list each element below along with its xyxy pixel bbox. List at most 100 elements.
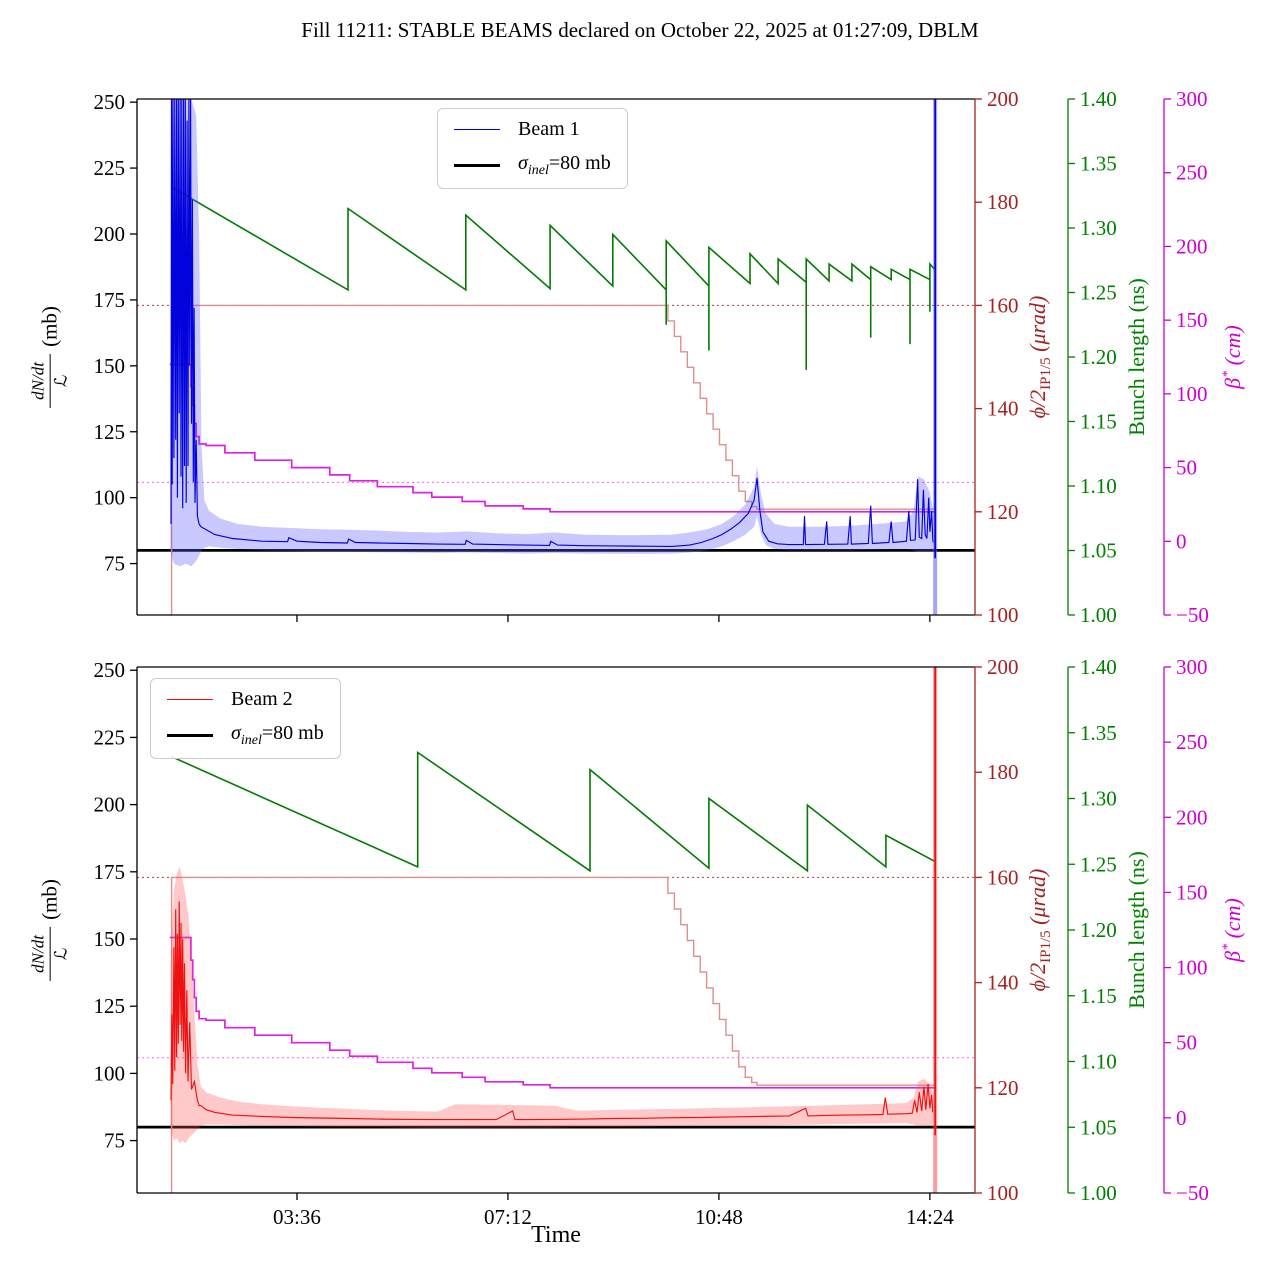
- legend-label: σinel=80 mb: [518, 152, 611, 178]
- tick-label: 1.00: [1080, 603, 1117, 627]
- phi-crossing-angle-steps: [169, 876, 936, 1193]
- sigma-line-sample: [167, 734, 213, 737]
- legend-label: Beam 2: [231, 688, 293, 710]
- legend-entry-beam1: Beam 1: [454, 118, 611, 141]
- tick-label: 50: [1176, 1031, 1197, 1055]
- tick-label: 1.40: [1080, 655, 1117, 679]
- tick-label: 120: [987, 500, 1019, 524]
- y-axis-label-bunch-bottom: Bunch length (ns): [1124, 851, 1149, 1009]
- tick-label: 250: [94, 90, 126, 114]
- y-axis-label-dndt-bottom: dN/dt ℒ (mb): [29, 879, 71, 981]
- tick-label: 300: [1176, 655, 1208, 679]
- tick-label: 0: [1176, 1106, 1187, 1130]
- tick-label: 75: [104, 1129, 125, 1153]
- dndt-fraction: dN/dt ℒ: [29, 926, 71, 981]
- tick-label: −50: [1176, 1181, 1209, 1205]
- legend-entry-beam2: Beam 2: [167, 688, 324, 711]
- tick-label: 1.25: [1080, 852, 1117, 876]
- plot-area-bottom: [137, 667, 975, 1193]
- tick-label: 14:24: [906, 1205, 954, 1229]
- tick-label: 50: [1176, 456, 1197, 480]
- tick-label: 250: [1176, 161, 1208, 185]
- legend-label: Beam 1: [518, 118, 580, 140]
- tick-label: 225: [94, 156, 126, 180]
- tick-label: 125: [94, 420, 126, 444]
- tick-label: 100: [1176, 382, 1208, 406]
- tick-label: 1.05: [1080, 539, 1117, 563]
- tick-label: 1.25: [1080, 281, 1117, 305]
- tick-label: −50: [1176, 603, 1209, 627]
- beam-line: [170, 99, 934, 547]
- tick-label: 250: [1176, 730, 1208, 754]
- y-axis-label-beta-top: β* (cm): [1220, 325, 1245, 389]
- tick-label: 100: [94, 1061, 126, 1085]
- x-axis-label: Time: [531, 1222, 581, 1248]
- tick-label: 100: [987, 1181, 1019, 1205]
- plot-area-top: [137, 99, 975, 615]
- tick-label: 1.30: [1080, 787, 1117, 811]
- figure-title: Fill 11211: STABLE BEAMS declared on Oct…: [301, 18, 979, 42]
- tick-label: 300: [1176, 87, 1208, 111]
- tick-label: 200: [1176, 234, 1208, 258]
- tick-label: 175: [94, 860, 126, 884]
- sigma-line-sample: [454, 164, 500, 167]
- tick-label: 100: [1176, 956, 1208, 980]
- y-axis-label-bunch-top: Bunch length (ns): [1124, 278, 1149, 436]
- beam1-line-sample: [454, 129, 500, 130]
- tick-label: 175: [94, 288, 126, 312]
- beam-line: [170, 901, 934, 1121]
- phi-crossing-angle-steps: [169, 304, 936, 615]
- y-axis-label-phi-bottom: ϕ/2IP1/5 (μrad): [1024, 868, 1055, 992]
- tick-label: 0: [1176, 529, 1187, 553]
- y-axis-label-dndt-top: dN/dt ℒ (mb): [29, 306, 71, 408]
- fraction-bar: [49, 353, 51, 408]
- tick-label: 200: [94, 222, 126, 246]
- tick-label: 140: [987, 397, 1019, 421]
- tick-label: 1.30: [1080, 216, 1117, 240]
- tick-label: 120: [987, 1076, 1019, 1100]
- tick-label: 1.20: [1080, 918, 1117, 942]
- beta-star-steps: [169, 363, 936, 513]
- bunch-length-sawtooth: [170, 186, 936, 370]
- tick-label: 1.00: [1080, 1181, 1117, 1205]
- tick-label: 1.10: [1080, 1050, 1117, 1074]
- tick-label: 1.10: [1080, 474, 1117, 498]
- tick-label: 03:36: [273, 1205, 321, 1229]
- tick-label: 200: [987, 87, 1019, 111]
- tick-label: 160: [987, 865, 1019, 889]
- tick-label: 160: [987, 293, 1019, 317]
- tick-label: 200: [987, 655, 1019, 679]
- tick-label: 100: [94, 486, 126, 510]
- tick-label: 10:48: [695, 1205, 743, 1229]
- tick-label: 200: [1176, 805, 1208, 829]
- tick-label: 100: [987, 603, 1019, 627]
- tick-label: 140: [987, 971, 1019, 995]
- tick-label: 200: [94, 793, 126, 817]
- legend-entry-sigma: σinel=80 mb: [167, 722, 324, 749]
- tick-label: 1.20: [1080, 345, 1117, 369]
- tick-label: 225: [94, 725, 126, 749]
- tick-label: 180: [987, 190, 1019, 214]
- tick-label: 1.35: [1080, 152, 1117, 176]
- beam2-line-sample: [167, 699, 213, 700]
- fraction-bar: [49, 926, 51, 981]
- bunch-length-sawtooth: [170, 750, 936, 873]
- tick-label: 150: [1176, 880, 1208, 904]
- dndt-fraction: dN/dt ℒ: [29, 353, 71, 408]
- tick-label: 250: [94, 658, 126, 682]
- legend-entry-sigma: σinel=80 mb: [454, 152, 611, 179]
- tick-label: 1.15: [1080, 410, 1117, 434]
- beam-uncertainty-band: [170, 866, 934, 1144]
- tick-label: 180: [987, 760, 1019, 784]
- tick-label: 1.15: [1080, 984, 1117, 1008]
- legend-label: σinel=80 mb: [231, 722, 324, 748]
- legend-bottom: Beam 2 σinel=80 mb: [150, 678, 341, 759]
- tick-label: 75: [104, 552, 125, 576]
- tick-label: 125: [94, 994, 126, 1018]
- tick-label: 07:12: [484, 1205, 532, 1229]
- tick-label: 150: [94, 354, 126, 378]
- tick-label: 150: [94, 927, 126, 951]
- tick-label: 1.05: [1080, 1115, 1117, 1139]
